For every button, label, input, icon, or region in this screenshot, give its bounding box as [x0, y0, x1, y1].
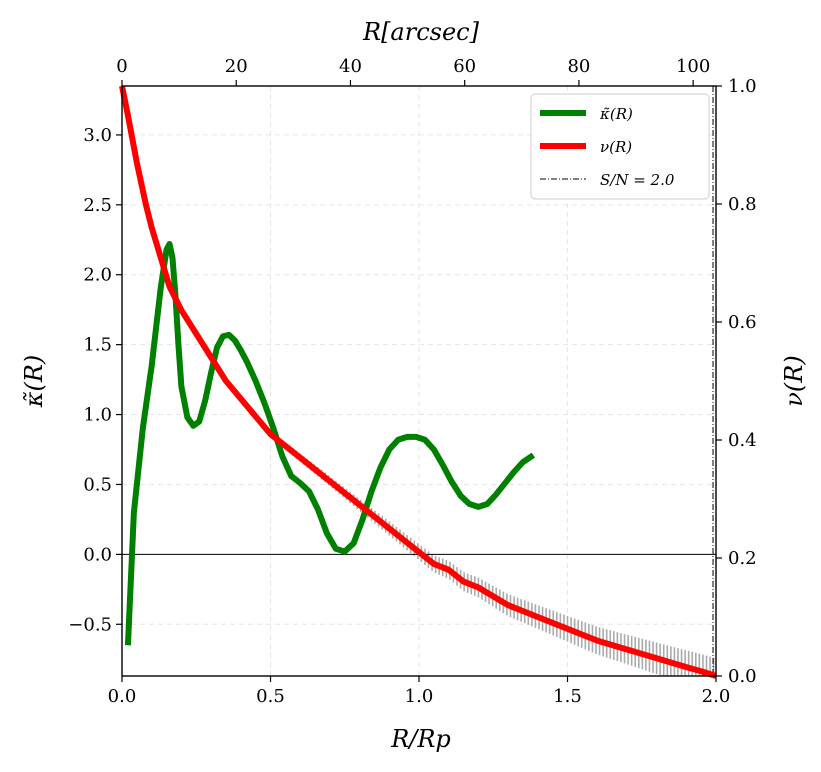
y-right-tick-label: 0.2 — [728, 548, 757, 569]
top-axis-label: R[arcsec] — [362, 18, 480, 46]
top-tick-label: 60 — [453, 56, 476, 77]
legend-sn-label: S/N = 2.0 — [600, 171, 675, 189]
y-left-tick-label: 0.5 — [83, 474, 112, 495]
y-left-tick-label: 1.0 — [83, 405, 112, 426]
nu-line — [119, 85, 717, 679]
nu-errorbars — [245, 403, 715, 676]
x-tick-label: 2.0 — [702, 686, 731, 707]
top-tick-label: 0 — [116, 56, 127, 77]
kappa-line — [124, 240, 536, 646]
y-left-tick-label: 1.5 — [83, 335, 112, 356]
y-left-tick-label: 2.0 — [83, 265, 112, 286]
legend: κ̃(R) ν(R) S/N = 2.0 — [530, 93, 710, 200]
y-left-tick-label: 3.0 — [83, 125, 112, 146]
y-left-tick-label: 2.5 — [83, 195, 112, 216]
y-right-tick-label: 0.0 — [728, 666, 757, 687]
y-right-tick-label: 1.0 — [728, 76, 757, 97]
y-left-tick-label: 0.0 — [83, 544, 112, 565]
x-axis-label: R/Rp — [390, 725, 451, 753]
x-tick-label: 1.5 — [553, 686, 582, 707]
x-tick-label: 1.0 — [405, 686, 434, 707]
legend-nu-label: ν(R) — [600, 138, 632, 156]
top-tick-label: 100 — [676, 56, 710, 77]
top-tick-label: 80 — [567, 56, 590, 77]
legend-kappa-label: κ̃(R) — [599, 105, 633, 123]
legend-box — [530, 93, 710, 200]
y-right-tick-label: 0.8 — [728, 194, 757, 215]
axes-group: 0.0 0.5 1.0 1.5 2.0 0 20 40 60 80 100 −0.5 0.0 0.5 1.0… — [68, 56, 756, 707]
x-tick-label: 0.5 — [256, 686, 285, 707]
y-right-tick-label: 0.6 — [728, 312, 757, 333]
y-left-axis-label: κ̃(R) — [20, 355, 48, 409]
y-left-tick-label: −0.5 — [68, 614, 112, 635]
x-tick-label: 0.0 — [108, 686, 137, 707]
y-right-axis-label: ν(R) — [780, 355, 808, 406]
y-right-tick-label: 0.4 — [728, 430, 757, 451]
series-group — [119, 85, 717, 679]
top-tick-label: 40 — [339, 56, 362, 77]
top-tick-label: 20 — [225, 56, 248, 77]
